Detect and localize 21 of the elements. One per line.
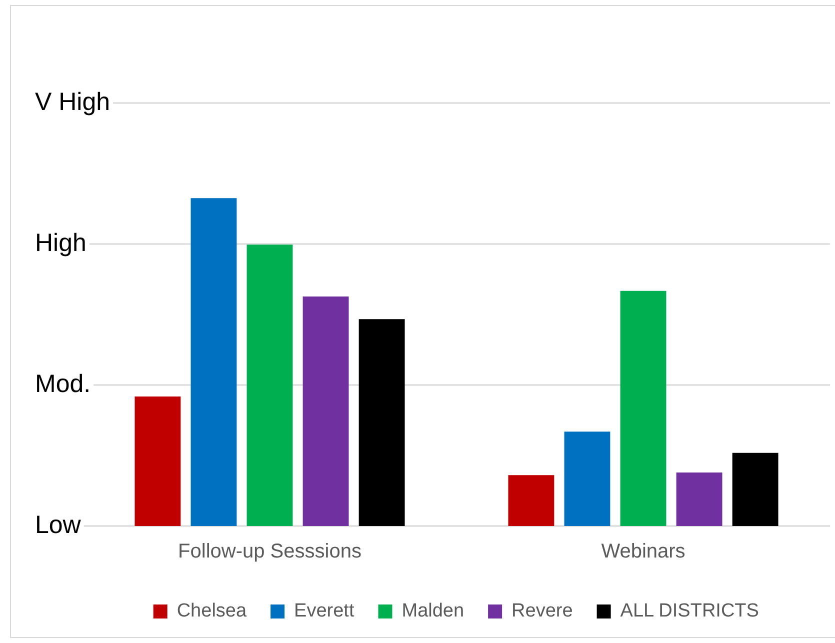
ref-line-label: Low — [35, 510, 82, 539]
bar — [620, 290, 666, 526]
bar — [246, 244, 293, 526]
legend-label: Everett — [294, 600, 355, 622]
ref-line-label: High — [35, 228, 86, 257]
ref-line-label: V High — [35, 88, 110, 116]
x-tick-label: Follow-up Sesssions — [178, 540, 362, 563]
bar — [564, 432, 610, 526]
x-tick-label: Webinars — [601, 540, 686, 563]
bar — [508, 475, 554, 526]
legend-label: Chelsea — [176, 600, 247, 622]
bar — [676, 472, 722, 526]
bar — [190, 198, 237, 526]
bar — [302, 296, 349, 526]
legend-label: ALL DISTRICTS — [620, 600, 759, 622]
legend-label: Revere — [512, 600, 573, 622]
bar — [134, 396, 181, 526]
ref-line-label: Mod. — [35, 370, 91, 398]
legend-label: Malden — [402, 600, 464, 622]
bar — [358, 319, 405, 526]
bar — [732, 452, 778, 526]
